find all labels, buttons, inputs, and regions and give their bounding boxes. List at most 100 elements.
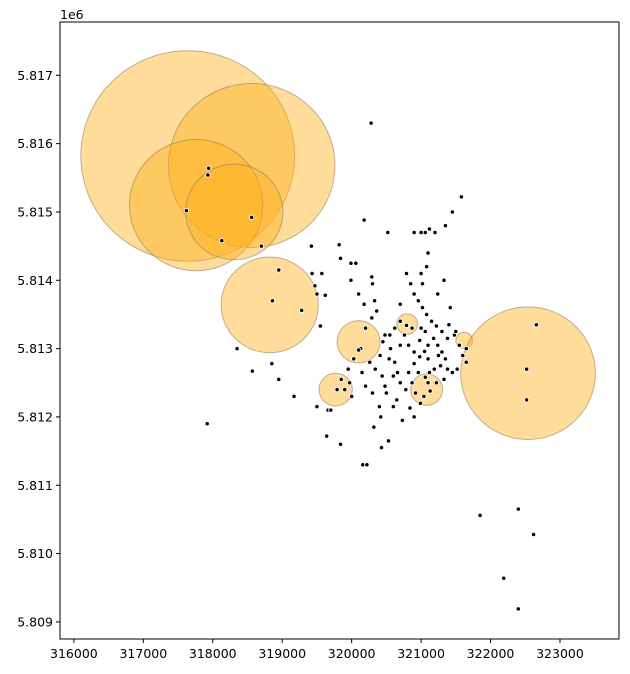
data-point <box>441 376 447 383</box>
data-point <box>249 368 256 374</box>
data-point <box>377 352 383 359</box>
data-point <box>426 369 433 376</box>
data-point <box>308 243 315 249</box>
y-tick-label: 5.813 <box>17 341 53 356</box>
data-point <box>378 445 385 451</box>
data-point <box>415 369 421 376</box>
data-point <box>449 209 455 215</box>
buffer-circle <box>460 306 596 440</box>
data-point <box>442 356 449 362</box>
data-point <box>385 229 391 236</box>
data-point <box>411 229 417 236</box>
data-point <box>433 380 440 386</box>
data-point <box>394 397 400 403</box>
data-point <box>387 332 393 338</box>
data-point <box>441 277 447 283</box>
data-point <box>234 345 240 352</box>
y-tick-label: 5.814 <box>17 273 53 288</box>
x-tick-label: 323000 <box>536 646 584 661</box>
data-point <box>346 380 353 386</box>
data-point <box>427 388 433 394</box>
data-point <box>385 438 392 444</box>
data-point <box>463 345 469 352</box>
data-point <box>425 250 431 256</box>
data-point <box>411 360 417 367</box>
data-point <box>364 462 370 468</box>
data-point <box>421 393 427 400</box>
data-point <box>291 393 297 400</box>
buffer-circle <box>220 256 319 354</box>
y-axis-offset-text: 1e6 <box>60 7 84 22</box>
data-point <box>411 349 417 355</box>
data-point <box>397 380 403 386</box>
data-point <box>392 325 398 331</box>
data-point <box>477 512 483 518</box>
data-point <box>428 318 435 324</box>
buffer-circle <box>336 320 381 364</box>
data-point <box>435 352 442 359</box>
data-point <box>412 390 419 396</box>
data-point <box>299 307 305 313</box>
data-point <box>392 359 398 365</box>
data-point <box>382 332 388 338</box>
x-tick-label: 321000 <box>397 646 445 661</box>
data-point <box>334 386 340 393</box>
data-point <box>338 376 344 383</box>
data-point <box>314 291 320 297</box>
y-tick-label: 5.816 <box>17 136 53 151</box>
y-tick-label: 5.809 <box>17 614 53 629</box>
data-point <box>322 292 328 298</box>
data-point <box>523 366 530 372</box>
data-point <box>359 369 365 376</box>
data-point <box>419 281 426 287</box>
data-point <box>355 291 362 297</box>
data-point <box>437 363 444 369</box>
data-point <box>337 441 344 447</box>
data-point <box>371 424 377 430</box>
y-tick-label: 5.810 <box>17 546 53 561</box>
data-point <box>348 277 354 283</box>
data-point <box>362 383 369 389</box>
data-point <box>530 531 537 538</box>
y-tick-label: 5.812 <box>17 409 53 424</box>
y-axis: 5.809 5.810 5.811 5.812 5.813 5.814 5.815 5.816… <box>17 68 60 629</box>
data-point <box>430 335 437 342</box>
data-point <box>403 322 410 329</box>
buffer-circles-layer <box>80 50 596 440</box>
data-point <box>463 359 469 365</box>
data-point <box>405 369 412 376</box>
data-point <box>425 380 431 386</box>
data-point <box>378 414 384 420</box>
data-point <box>425 342 431 348</box>
data-point <box>431 366 437 372</box>
data-point <box>336 242 342 248</box>
data-point <box>418 229 424 236</box>
data-point <box>458 194 465 200</box>
data-point <box>523 397 530 403</box>
data-point <box>369 315 375 321</box>
data-point <box>205 165 212 171</box>
data-point <box>444 366 451 372</box>
data-point <box>454 366 460 372</box>
data-point <box>439 349 445 355</box>
data-point <box>379 373 385 379</box>
data-point <box>423 311 430 318</box>
data-point <box>418 325 424 331</box>
data-point <box>349 393 355 400</box>
data-point <box>401 332 408 338</box>
data-point <box>312 283 318 289</box>
x-axis: 316000 317000 318000 319000 320000 321000 3220… <box>50 639 584 661</box>
data-point <box>515 606 521 612</box>
data-point <box>397 342 403 348</box>
data-point <box>371 298 378 304</box>
data-point <box>351 356 357 362</box>
points-layer <box>183 120 540 612</box>
data-point <box>394 369 401 376</box>
data-point <box>337 255 344 262</box>
data-point <box>426 226 433 232</box>
data-point <box>423 263 430 270</box>
data-point <box>317 323 324 329</box>
data-point <box>447 304 453 311</box>
data-point <box>362 325 369 331</box>
data-point <box>419 304 426 311</box>
